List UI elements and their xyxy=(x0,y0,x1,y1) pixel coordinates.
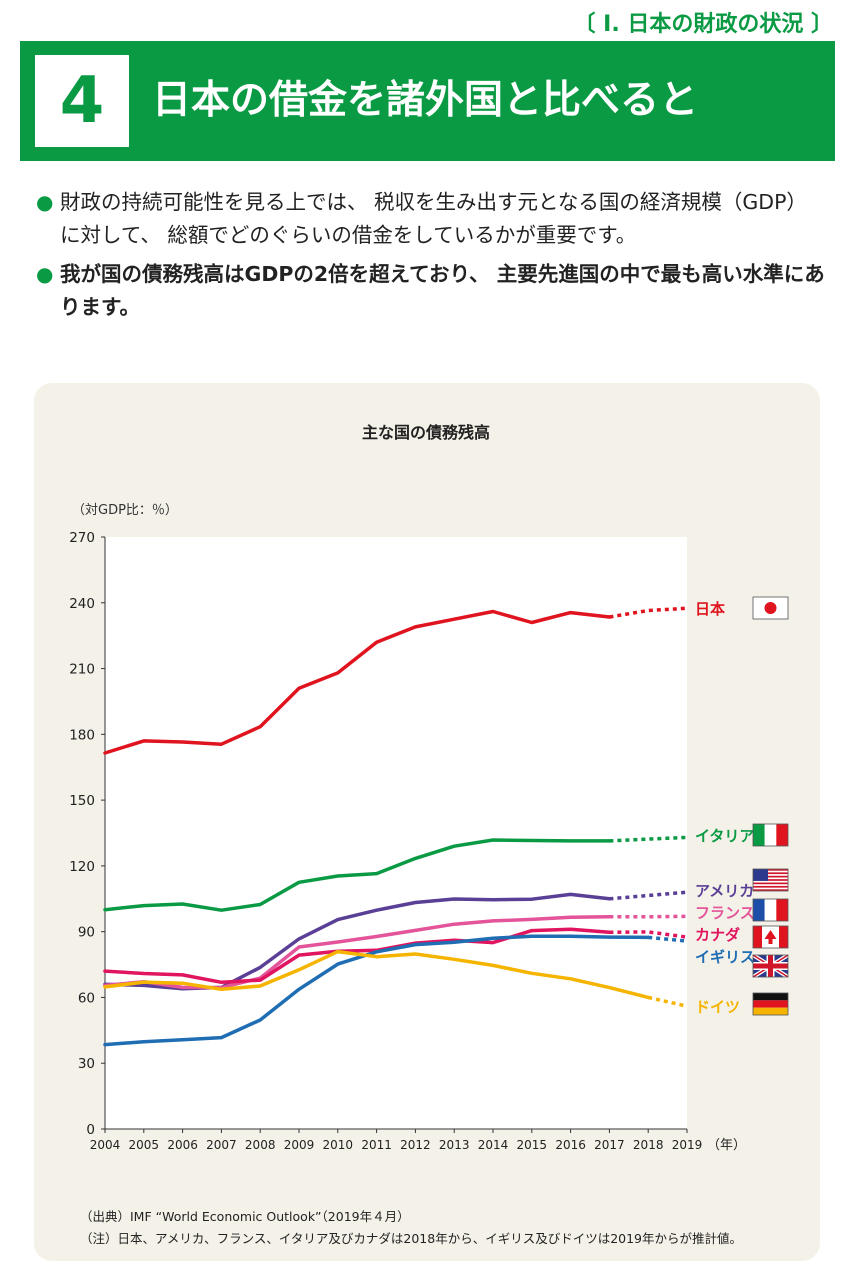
x-tick-label: 2012 xyxy=(400,1138,431,1152)
y-tick-label: 120 xyxy=(69,859,95,875)
x-tick-label: 2018 xyxy=(633,1138,664,1152)
y-tick-label: 0 xyxy=(86,1122,95,1138)
estimate-note: （注）日本、アメリカ、フランス、イタリア及びカナダは2018年から、イギリス及び… xyxy=(80,1231,743,1246)
series-label-6: ドイツ xyxy=(695,998,740,1016)
series-estimate-line-2 xyxy=(609,890,688,901)
x-tick-label: 2015 xyxy=(517,1138,548,1152)
page-title: 日本の借金を諸外国と比べると xyxy=(152,78,699,123)
series-estimate-line-6 xyxy=(647,995,688,1008)
series-estimate-line-4 xyxy=(609,930,688,939)
section-tag: 〔 I. 日本の財政の状況 〕 xyxy=(573,12,833,37)
japan-flag-icon xyxy=(752,596,789,620)
x-tick-label: 2011 xyxy=(361,1138,392,1152)
bullet-item-1: ● 財政の持続可能性を見る上では、 税収を生み出す元となる国の経済規模（GDP）… xyxy=(36,186,826,252)
series-label-3: フランス xyxy=(695,904,755,922)
series-line-3 xyxy=(103,915,612,990)
chapter-number: 4 xyxy=(35,55,129,147)
y-tick-label: 210 xyxy=(69,662,95,678)
x-tick-label: 2006 xyxy=(167,1138,198,1152)
uk-flag-icon xyxy=(751,953,790,979)
x-tick-label: 2008 xyxy=(245,1138,276,1152)
series-label-5: イギリス xyxy=(695,948,755,966)
x-tick-label: 2013 xyxy=(439,1138,470,1152)
x-tick-label: 2014 xyxy=(478,1138,509,1152)
bullet-list: ● 財政の持続可能性を見る上では、 税収を生み出す元となる国の経済規模（GDP）… xyxy=(36,186,826,330)
x-tick-label: 2010 xyxy=(323,1138,354,1152)
series-label-2: アメリカ xyxy=(695,882,754,900)
y-tick-label: 150 xyxy=(69,793,95,809)
series-estimate-line-3 xyxy=(609,914,688,919)
bullet-dot-icon: ● xyxy=(36,262,54,286)
y-tick-label: 90 xyxy=(78,925,95,941)
series-line-1 xyxy=(103,838,612,912)
y-axis-label: （対GDP比：％） xyxy=(72,503,178,518)
x-tick-label: 2007 xyxy=(206,1138,237,1152)
series-line-6 xyxy=(103,949,650,1000)
series-label-4: カナダ xyxy=(695,926,740,944)
series-estimate-line-1 xyxy=(609,835,688,843)
y-tick-label: 30 xyxy=(78,1056,95,1072)
x-tick-label: 2016 xyxy=(555,1138,586,1152)
x-tick-label: 2004 xyxy=(90,1138,121,1152)
y-tick-label: 180 xyxy=(69,727,95,743)
series-estimate-line-5 xyxy=(648,935,688,943)
bullet-item-2: ● 我が国の債務残高はGDPの2倍を超えており、 主要先進国の中で最も高い水準に… xyxy=(36,258,826,324)
series-label-1: イタリア xyxy=(695,827,754,845)
x-axis-label: （年） xyxy=(707,1138,746,1153)
bullet-dot-icon: ● xyxy=(36,190,54,214)
bullet-text-2: 我が国の債務残高はGDPの2倍を超えており、 主要先進国の中で最も高い水準にあり… xyxy=(60,262,825,319)
usa-flag-icon xyxy=(752,868,789,892)
y-tick-label: 60 xyxy=(78,990,95,1006)
x-tick-label: 2019 xyxy=(672,1138,703,1152)
series-line-0 xyxy=(103,609,612,755)
x-tick-label: 2005 xyxy=(129,1138,160,1152)
france-flag-icon xyxy=(752,898,789,922)
bullet-text-1: 財政の持続可能性を見る上では、 税収を生み出す元となる国の経済規模（GDP）に対… xyxy=(60,190,807,247)
series-label-0: 日本 xyxy=(695,600,725,618)
source-note: （出典）IMF “World Economic Outlook”（2019年４月… xyxy=(80,1209,410,1224)
series-line-4 xyxy=(103,927,612,985)
title-banner: 4 日本の借金を諸外国と比べると xyxy=(20,41,835,161)
series-estimate-line-0 xyxy=(609,606,688,619)
x-tick-label: 2009 xyxy=(284,1138,315,1152)
y-tick-label: 270 xyxy=(69,530,95,546)
y-tick-label: 240 xyxy=(69,596,95,612)
germany-flag-icon xyxy=(752,992,789,1016)
x-tick-label: 2017 xyxy=(594,1138,625,1152)
italy-flag-icon xyxy=(752,823,789,847)
canada-flag-icon xyxy=(752,925,789,949)
series-line-5 xyxy=(103,934,650,1047)
chart-title: 主な国の債務残高 xyxy=(362,423,490,442)
